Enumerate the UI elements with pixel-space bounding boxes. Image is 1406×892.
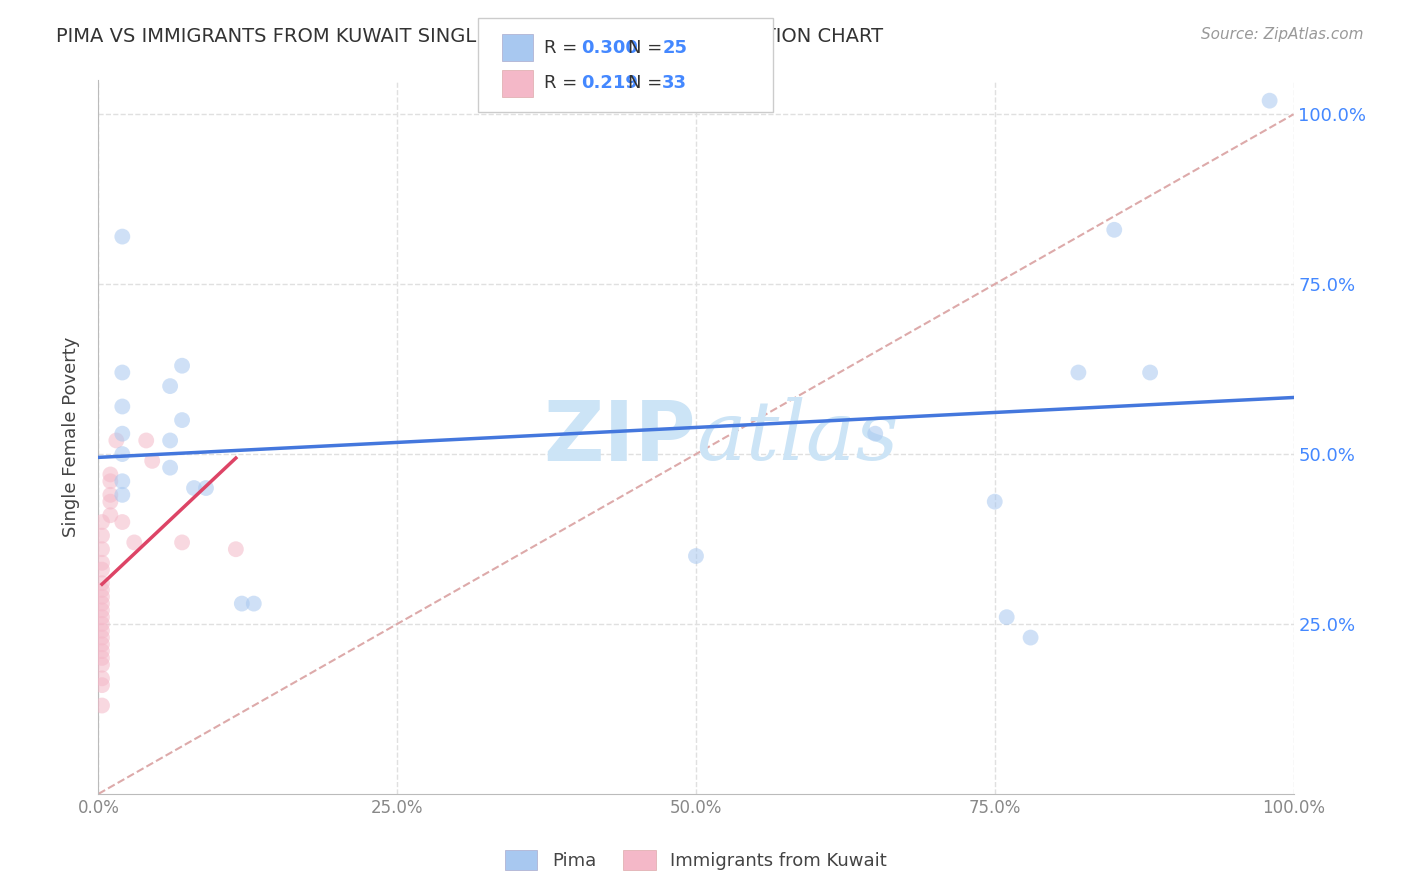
Point xyxy=(91,603,114,617)
Point xyxy=(111,229,134,244)
Point xyxy=(124,535,146,549)
Point xyxy=(865,426,887,441)
Point xyxy=(91,657,114,672)
Point xyxy=(183,481,205,495)
Text: 25: 25 xyxy=(662,38,688,57)
Point xyxy=(91,631,114,645)
Legend: Pima, Immigrants from Kuwait: Pima, Immigrants from Kuwait xyxy=(498,842,894,878)
Point xyxy=(98,488,122,502)
Point xyxy=(91,597,114,611)
Text: 0.300: 0.300 xyxy=(581,38,637,57)
Point xyxy=(91,528,114,542)
Point xyxy=(111,488,134,502)
Point xyxy=(98,475,122,489)
Point xyxy=(91,515,114,529)
Point xyxy=(91,644,114,658)
Point xyxy=(91,671,114,685)
Point xyxy=(159,460,181,475)
Point xyxy=(98,508,122,523)
Point xyxy=(91,576,114,591)
Point xyxy=(995,610,1018,624)
Text: Source: ZipAtlas.com: Source: ZipAtlas.com xyxy=(1201,27,1364,42)
Point xyxy=(91,542,114,557)
Point xyxy=(91,563,114,577)
Point xyxy=(111,447,134,461)
Point xyxy=(91,582,114,597)
Point xyxy=(91,590,114,604)
Point xyxy=(91,624,114,638)
Text: 33: 33 xyxy=(662,74,688,92)
Point xyxy=(159,434,181,448)
Text: 0.219: 0.219 xyxy=(581,74,637,92)
Point xyxy=(111,426,134,441)
Point xyxy=(1258,94,1281,108)
Point xyxy=(172,413,194,427)
Point xyxy=(91,637,114,651)
Point xyxy=(98,467,122,482)
Text: N =: N = xyxy=(628,74,668,92)
Point xyxy=(91,617,114,632)
Point xyxy=(195,481,218,495)
Point xyxy=(135,434,157,448)
Point xyxy=(91,651,114,665)
Point xyxy=(1104,223,1126,237)
Text: PIMA VS IMMIGRANTS FROM KUWAIT SINGLE FEMALE POVERTY CORRELATION CHART: PIMA VS IMMIGRANTS FROM KUWAIT SINGLE FE… xyxy=(56,27,883,45)
Point xyxy=(243,597,266,611)
Point xyxy=(685,549,707,563)
Point xyxy=(1139,366,1161,380)
Point xyxy=(984,494,1007,508)
Text: ZIP: ZIP xyxy=(544,397,696,477)
Point xyxy=(91,678,114,692)
Point xyxy=(91,556,114,570)
Text: atlas: atlas xyxy=(696,397,898,477)
Point xyxy=(172,359,194,373)
Point xyxy=(225,542,247,557)
Point xyxy=(105,434,128,448)
Text: N =: N = xyxy=(628,38,668,57)
Point xyxy=(91,610,114,624)
Point xyxy=(1019,631,1042,645)
Point xyxy=(111,366,134,380)
Point xyxy=(1067,366,1090,380)
Point xyxy=(159,379,181,393)
Point xyxy=(172,535,194,549)
Point xyxy=(111,515,134,529)
Text: R =: R = xyxy=(544,38,583,57)
Text: R =: R = xyxy=(544,74,583,92)
Y-axis label: Single Female Poverty: Single Female Poverty xyxy=(62,337,80,537)
Point xyxy=(111,400,134,414)
Point xyxy=(141,454,163,468)
Point xyxy=(98,494,122,508)
Point xyxy=(231,597,253,611)
Point xyxy=(111,475,134,489)
Point xyxy=(91,698,114,713)
